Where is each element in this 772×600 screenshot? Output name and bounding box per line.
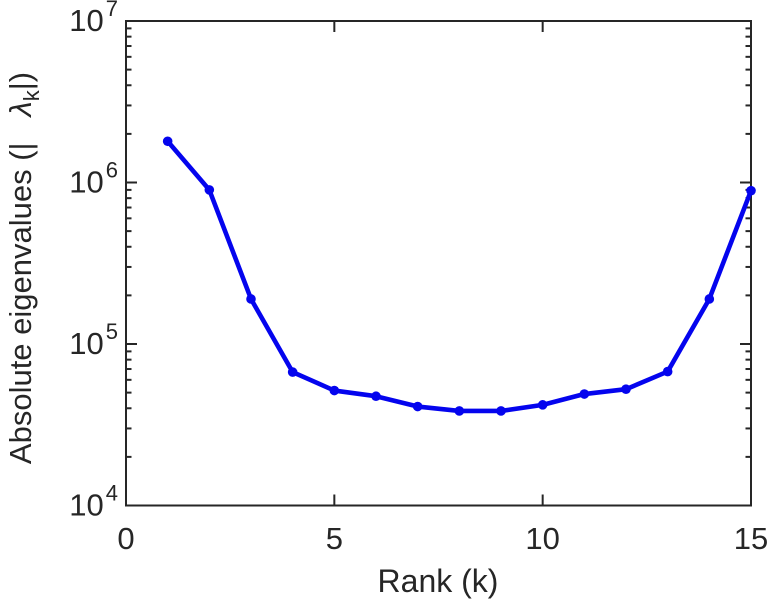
y-tick-label: 106	[69, 158, 118, 200]
data-point	[329, 385, 340, 396]
y-tick-label: 105	[69, 319, 118, 361]
data-point	[496, 406, 506, 416]
data-point	[412, 401, 423, 412]
data-point	[746, 185, 756, 196]
data-point	[287, 367, 298, 377]
x-tick-label: 5	[326, 521, 343, 556]
y-tick-label: 104	[69, 481, 118, 523]
data-point	[704, 294, 715, 304]
data-point	[162, 136, 173, 147]
data-point	[537, 400, 548, 410]
data-point	[246, 294, 256, 304]
data-point	[579, 389, 590, 399]
x-axis-label: Rank (k)	[378, 563, 499, 599]
data-point	[621, 384, 631, 394]
y-tick-label: 107	[69, 0, 118, 38]
axis-ticks	[125, 20, 752, 507]
x-tick-label: 10	[525, 521, 559, 556]
axis-box	[125, 20, 752, 507]
data-point	[454, 406, 465, 416]
data-point	[204, 185, 215, 195]
x-tick-label: 0	[117, 521, 134, 556]
x-tick-label: 15	[734, 521, 768, 556]
data-point	[662, 366, 673, 377]
y-axis-label: Absolute eigenvalues (| λk|)	[3, 72, 44, 464]
data-point	[371, 391, 381, 402]
